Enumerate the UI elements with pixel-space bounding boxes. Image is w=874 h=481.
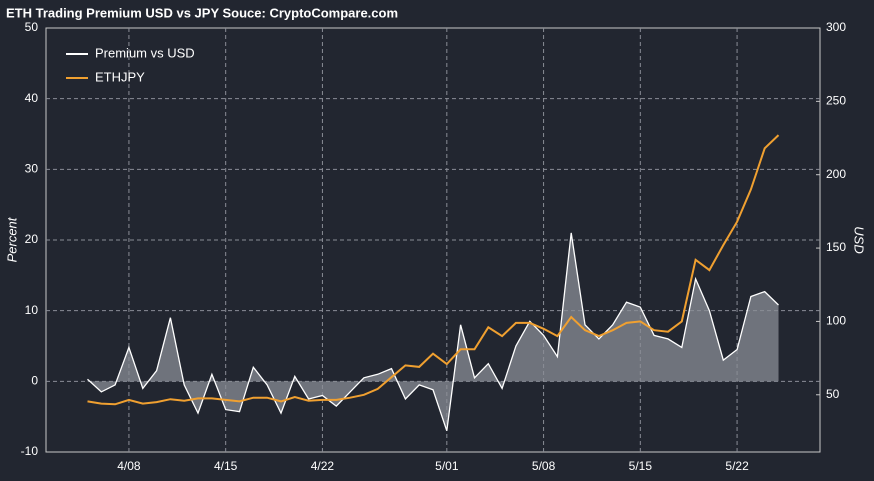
legend-label: Premium vs USD — [95, 45, 195, 60]
y2-tick-label: 150 — [826, 240, 846, 254]
x-tick-label: 4/08 — [117, 459, 141, 473]
x-tick-label: 4/22 — [311, 459, 335, 473]
y2-tick-label: 200 — [826, 167, 846, 181]
area — [87, 232, 779, 431]
y-tick-label: 40 — [25, 91, 39, 105]
y-tick-label: 30 — [25, 162, 39, 176]
y-tick-label: -10 — [21, 444, 39, 458]
x-tick-label: 5/01 — [435, 459, 459, 473]
series-line — [87, 232, 779, 432]
series-line — [87, 134, 780, 406]
x-tick-label: 5/08 — [532, 459, 556, 473]
y2-tick-label: 100 — [826, 314, 846, 328]
y-tick-label: 50 — [25, 20, 39, 34]
y2-axis-label: USD — [852, 226, 867, 253]
y2-tick-label: 50 — [826, 387, 840, 401]
x-tick-label: 5/22 — [725, 459, 749, 473]
legend-label: ETHJPY — [95, 69, 145, 84]
y-tick-label: 10 — [25, 303, 39, 317]
y-tick-label: 20 — [25, 232, 39, 246]
chart-title: ETH Trading Premium USD vs JPY Souce: Cr… — [6, 5, 398, 20]
y2-tick-label: 250 — [826, 94, 846, 108]
y-axis-label: Percent — [4, 216, 19, 262]
y-tick-label: 0 — [31, 374, 38, 388]
y2-tick-label: 300 — [826, 20, 846, 34]
x-tick-label: 4/15 — [214, 459, 238, 473]
x-tick-label: 5/15 — [629, 459, 653, 473]
